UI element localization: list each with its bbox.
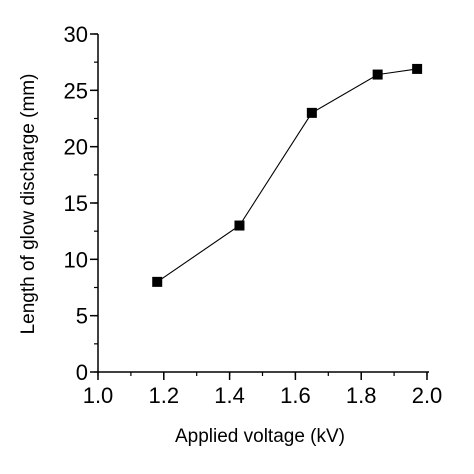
x-axis-title: Applied voltage (kV) [175,426,345,447]
data-point-marker [152,276,163,287]
x-tick-label: 1.0 [83,383,114,408]
x-tick-label: 1.2 [149,383,180,408]
x-axis-tick-labels: 1.0 1.2 1.4 1.6 1.8 2.0 [83,383,443,408]
y-axis-title: Length of glow discharge (mm) [18,74,39,335]
x-axis-major-ticks [97,372,428,380]
data-point-marker [372,69,383,80]
y-tick-label: 15 [64,191,88,216]
x-tick-label: 1.4 [214,383,245,408]
data-series [152,63,423,287]
y-tick-label: 25 [64,78,88,103]
y-tick-label: 20 [64,135,88,160]
x-tick-label: 1.6 [280,383,311,408]
data-point-marker [412,63,423,74]
series-line [156,68,418,283]
x-tick-label: 1.8 [346,383,377,408]
y-tick-label: 30 [64,22,88,47]
y-tick-label: 5 [76,304,88,329]
y-tick-label: 0 [76,360,88,385]
x-tick-label: 2.0 [412,383,443,408]
y-tick-label: 10 [64,247,88,272]
data-point-marker [306,107,317,118]
data-point-marker [234,220,245,231]
y-axis-tick-labels: 0 5 10 15 20 25 30 [64,22,88,385]
y-axis-major-ticks [90,33,98,373]
